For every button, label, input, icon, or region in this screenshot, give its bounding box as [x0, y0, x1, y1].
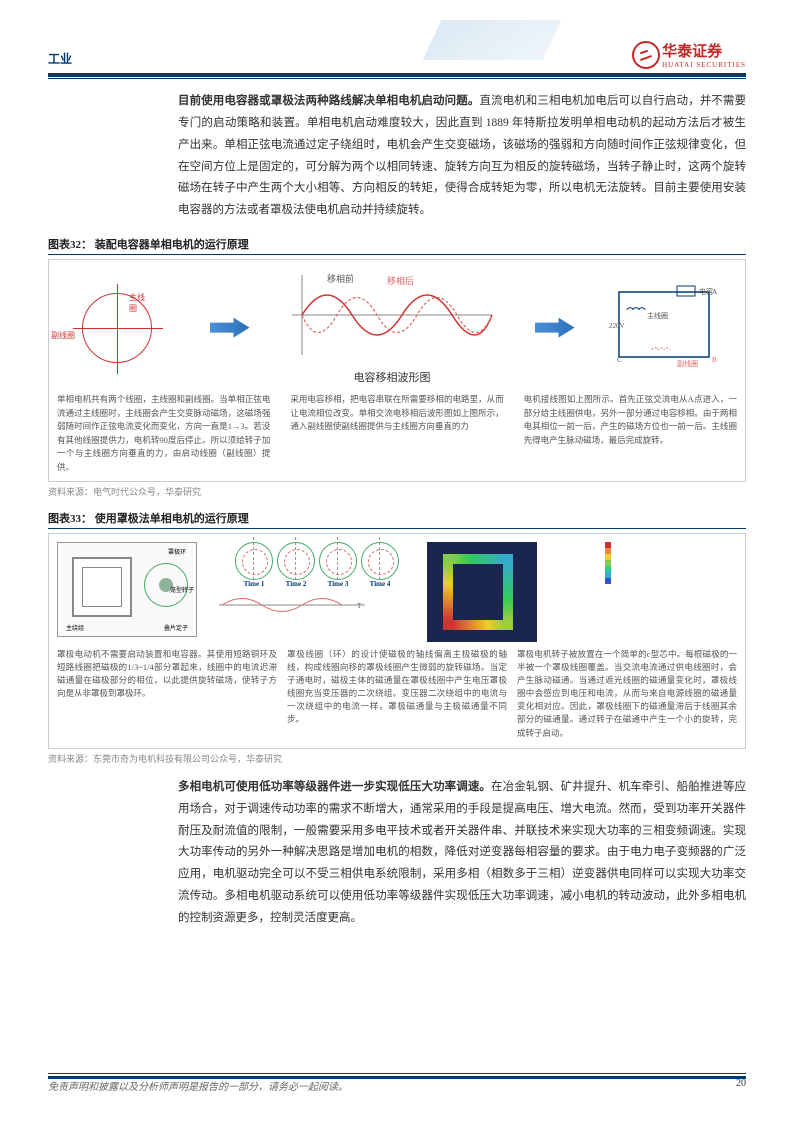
para1-body: 直流电机和三相电机加电后可以自行启动，并不需要专门的启动策略和装置。单相电机启动…	[178, 95, 746, 216]
fig33-desc2: 罩极线圈（环）的设计使磁极的轴线偏离主极磁极的轴线，构成线圈向移的罩极线圈产生微…	[287, 648, 507, 727]
fig32-source: 资料来源：电气时代公众号，华泰研究	[48, 485, 746, 498]
para1-lead: 目前使用电容器或罩极法两种路线解决单相电机启动问题。	[178, 95, 479, 107]
fig32-diagram-sine: 移相前 移相后 电容移相波形图	[282, 270, 502, 385]
sine-label-before: 移相前	[327, 273, 354, 284]
fig33-desc1: 罩极电动机不需要启动装置和电容器。其使用短路铜环及短路线圈把磁极的1/3~1/4…	[57, 648, 277, 701]
logo-icon	[632, 41, 660, 69]
figure-33: 罩极环 笼型转子 叠片定子 主绕组 Time 1 Time 2 Time 3 T…	[48, 533, 746, 749]
fig32-desc3: 电机接线图如上图所示。首先正弦交流电从A点进入，一部分给主线圈供电，另外一部分通…	[524, 393, 737, 475]
page-header: 工业 华泰证券 HUATAI SECURITIES	[48, 40, 746, 77]
fig33-source: 资料来源：东莞市奇为电机科技有限公司公众号，华泰研究	[48, 752, 746, 765]
fig32-diagram-circuit: 电容 A 主线圈 副线圈 220V C B	[607, 280, 737, 375]
svg-text:B: B	[712, 356, 717, 364]
fig32-diagram-circle: 主线圈 副线圈	[57, 293, 177, 363]
para2-lead: 多相电机可使用低功率等级器件进一步实现低压大功率调速。	[178, 781, 491, 793]
fig32-desc2: 采用电容移相，把电容串联在所需要移相的电路里，从而让电流相位改变。单相交流电移相…	[290, 393, 503, 475]
page-footer: 免责声明和披露以及分析师声明是报告的一部分，请务必一起阅读。 20	[48, 1073, 746, 1093]
brand-name: 华泰证券	[662, 40, 746, 61]
svg-text:主线圈: 主线圈	[647, 311, 668, 320]
brand-sub: HUATAI SECURITIES	[662, 61, 746, 69]
svg-text:220V: 220V	[609, 322, 625, 330]
header-decoration	[423, 20, 562, 60]
arrow-icon	[210, 318, 250, 338]
figure-32: 主线圈 副线圈 移相前 移相后 电容移相波形图	[48, 259, 746, 482]
disclaimer: 免责声明和披露以及分析师声明是报告的一部分，请务必一起阅读。	[48, 1078, 348, 1093]
section-label: 工业	[48, 50, 72, 69]
fig33-diagram-motor: 罩极环 笼型转子 叠片定子 主绕组	[57, 542, 197, 637]
svg-text:副线圈: 副线圈	[677, 359, 698, 368]
para2-body: 在冶金轧钢、矿井提升、机车牵引、船舶推进等应用场合，对于调速传动功率的需求不断增…	[178, 781, 746, 924]
fig33-title: 图表33： 使用罩极法单相电机的运行原理	[48, 510, 746, 529]
paragraph-2: 多相电机可使用低功率等级器件进一步实现低压大功率调速。在冶金轧钢、矿井提升、机车…	[178, 777, 746, 930]
svg-text:C: C	[617, 356, 622, 364]
arrow-icon	[535, 318, 575, 338]
fig32-desc1: 单相电机共有两个线圈，主线圈和副线圈。当单相正弦电流通过主线圈时，主线圈会产生交…	[57, 393, 270, 475]
svg-text:T: T	[357, 602, 362, 610]
fig33-diagram-thermal	[427, 542, 577, 642]
fig33-desc3: 罩极电机转子被放置在一个简单的c型芯中。每根磁极的一半被一个罩极线圈覆盖。当交流…	[517, 648, 737, 740]
fig33-diagram-times: Time 1 Time 2 Time 3 Time 4 T	[217, 542, 417, 625]
page-number: 20	[736, 1078, 746, 1093]
paragraph-1: 目前使用电容器或罩极法两种路线解决单相电机启动问题。直流电机和三相电机加电后可以…	[178, 91, 746, 222]
svg-text:A: A	[712, 288, 717, 296]
sine-label-after: 移相后	[387, 275, 414, 286]
fig32-title: 图表32： 装配电容器单相电机的运行原理	[48, 236, 746, 255]
brand-logo: 华泰证券 HUATAI SECURITIES	[632, 40, 746, 69]
svg-text:电容: 电容	[699, 287, 713, 296]
